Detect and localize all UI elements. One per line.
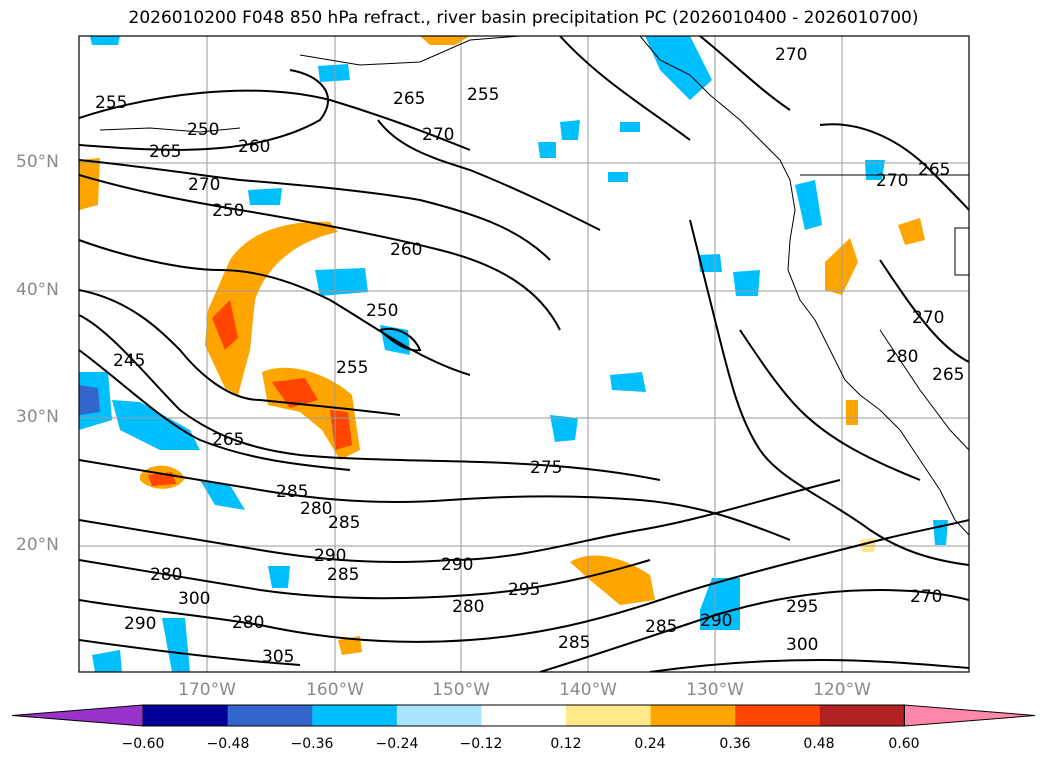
contour-label: 260 [238, 137, 270, 157]
contour-label: 290 [124, 614, 156, 634]
longitude-label: 160°W [306, 680, 364, 700]
contour-label: 270 [876, 171, 908, 191]
contour-label: 270 [910, 587, 942, 607]
contour-label: 265 [932, 365, 964, 385]
contour-label: 250 [366, 301, 398, 321]
contour-label: 270 [775, 45, 807, 65]
colorbar-segment [481, 705, 567, 726]
colorbar-segment [227, 705, 313, 726]
colorbar-tick-label: −0.24 [375, 736, 419, 752]
contour-label-group: 255 250 265 260 270 250 260 265 255 270 … [95, 45, 964, 667]
contour-label: 300 [786, 635, 818, 655]
colorbar-segment [819, 705, 905, 726]
contour-label: 280 [452, 597, 484, 617]
longitude-label: 140°W [559, 680, 617, 700]
contour-label: 280 [886, 347, 918, 367]
colorbar-segment [396, 705, 482, 726]
contour-label: 285 [328, 513, 360, 533]
colorbar-tick-label: 0.24 [634, 736, 666, 752]
negative-anomaly-shading [79, 36, 948, 672]
contour-label: 260 [390, 240, 422, 260]
contour-label: 265 [149, 142, 181, 162]
contour-label: 265 [393, 89, 425, 109]
map-panel: 255 250 265 260 270 250 260 265 255 270 … [78, 35, 970, 673]
colorbar-tick-label: 0.48 [803, 736, 835, 752]
contour-label: 295 [508, 580, 540, 600]
contour-label: 285 [276, 482, 308, 502]
contour-label: 265 [918, 160, 950, 180]
contour-label: 275 [530, 458, 562, 478]
colorbar-tick-label: −0.60 [121, 736, 165, 752]
contour-label: 255 [95, 93, 127, 113]
graticule [79, 36, 969, 672]
contour-label: 280 [300, 499, 332, 519]
contour-label: 250 [187, 120, 219, 140]
colorbar-frame [142, 704, 905, 727]
contour-label: 300 [178, 589, 210, 609]
contour-label: 285 [558, 633, 590, 653]
colorbar-tick-label: 0.60 [888, 736, 920, 752]
colorbar-tick-label: 0.12 [550, 736, 582, 752]
colorbar-segment [312, 705, 398, 726]
colorbar-extend-min [11, 704, 144, 727]
colorbar-segment [735, 705, 821, 726]
longitude-label: 150°W [432, 680, 490, 700]
contour-label: 280 [150, 565, 182, 585]
contour-label: 290 [700, 611, 732, 631]
map-frame [78, 35, 970, 673]
contour-label: 270 [912, 308, 944, 328]
colorbar-segment [650, 705, 736, 726]
contour-label: 285 [327, 565, 359, 585]
latitude-label: 40°N [16, 280, 59, 300]
contour-label: 245 [113, 351, 145, 371]
contour-label: 305 [262, 647, 294, 667]
map-title: 2026010200 F048 850 hPa refract., river … [128, 8, 919, 28]
contour-label: 270 [188, 175, 220, 195]
longitude-label: 120°W [813, 680, 871, 700]
contour-label: 250 [212, 201, 244, 221]
refractivity-contours [79, 36, 969, 672]
colorbar-segments [11, 704, 1036, 727]
contour-label: 290 [441, 555, 473, 575]
colorbar-extend-max [903, 704, 1036, 727]
contour-label: 285 [645, 617, 677, 637]
coastlines [99, 36, 969, 536]
longitude-label: 130°W [686, 680, 744, 700]
longitude-label: 170°W [178, 680, 236, 700]
contour-label: 255 [336, 358, 368, 378]
contour-label: 290 [314, 546, 346, 566]
latitude-label: 20°N [16, 535, 59, 555]
colorbar-tick-label: −0.12 [459, 736, 503, 752]
contour-label: 255 [467, 85, 499, 105]
latitude-label: 30°N [16, 407, 59, 427]
colorbar-segment [143, 705, 229, 726]
contour-label: 280 [232, 613, 264, 633]
colorbar-tick-label: −0.36 [290, 736, 334, 752]
contour-label: 295 [786, 597, 818, 617]
contour-label: 265 [212, 430, 244, 450]
colorbar-tick-label: 0.36 [719, 736, 751, 752]
contour-label: 270 [422, 125, 454, 145]
colorbar-tick-label: −0.48 [206, 736, 250, 752]
latitude-label: 50°N [16, 152, 59, 172]
colorbar-segment [566, 705, 652, 726]
